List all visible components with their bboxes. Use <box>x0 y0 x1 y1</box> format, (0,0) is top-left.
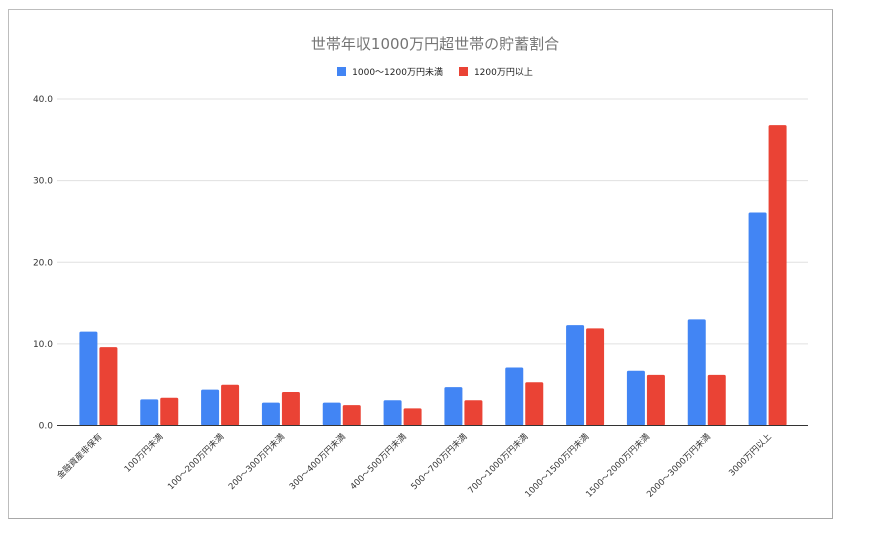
legend-swatch-blue <box>337 67 347 76</box>
bar-red[interactable] <box>342 405 361 426</box>
bar-blue[interactable] <box>79 331 98 426</box>
bar-blue[interactable] <box>201 389 220 426</box>
bars <box>79 125 787 426</box>
x-tick-label: 100万円未満 <box>122 431 166 475</box>
x-tick-label: 400～500万円未満 <box>348 431 409 492</box>
x-tick-label: 500～700万円未満 <box>409 431 470 492</box>
x-tick-label: 200～300万円未満 <box>226 431 287 492</box>
y-tick-label: 40.0 <box>33 95 53 105</box>
chart-legend: 1000～1200万円未満 1200万円以上 <box>0 65 870 78</box>
y-axis: 0.0 10.0 20.0 30.0 40.0 <box>33 95 53 432</box>
x-tick-label: 1000～1500万円未満 <box>523 431 592 500</box>
legend-item-series-2[interactable]: 1200万円以上 <box>458 65 533 78</box>
x-tick-label: 1500～2000万円未満 <box>584 431 653 500</box>
chart-frame <box>8 9 833 519</box>
bar-red[interactable] <box>464 400 483 426</box>
x-tick-label: 2000～3000万円未満 <box>644 431 713 500</box>
legend-item-series-1[interactable]: 1000～1200万円未満 <box>337 65 443 78</box>
bar-blue[interactable] <box>383 400 402 426</box>
bar-red[interactable] <box>768 125 787 426</box>
bar-red[interactable] <box>221 384 240 426</box>
y-tick-label: 0.0 <box>39 422 54 432</box>
bar-red[interactable] <box>403 408 422 426</box>
gridlines <box>57 98 808 345</box>
bar-blue[interactable] <box>322 402 341 426</box>
legend-swatch-red <box>458 67 468 76</box>
x-tick-label: 100～200万円未満 <box>165 431 226 492</box>
x-tick-label: 金融資産非保有 <box>55 431 105 481</box>
x-axis: 金融資産非保有 100万円未満 100～200万円未満 200～300万円未満 300～… <box>55 425 808 500</box>
bar-blue[interactable] <box>566 325 585 426</box>
x-tick-label: 300～400万円未満 <box>287 431 348 492</box>
chart-title: 世帯年収1000万円超世帯の貯蓄割合 <box>310 35 560 53</box>
legend-label: 1000～1200万円未満 <box>352 68 443 78</box>
x-tick-label: 3000万円以上 <box>727 432 774 479</box>
bar-blue[interactable] <box>748 212 767 426</box>
y-tick-label: 10.0 <box>33 340 53 350</box>
bar-blue[interactable] <box>626 370 645 426</box>
y-tick-label: 30.0 <box>33 177 53 187</box>
bar-blue[interactable] <box>140 399 159 426</box>
legend-label: 1200万円以上 <box>473 68 533 78</box>
bar-red[interactable] <box>707 374 726 426</box>
bar-red[interactable] <box>525 382 544 426</box>
bar-blue[interactable] <box>505 367 524 426</box>
bar-red[interactable] <box>160 397 179 426</box>
bar-blue[interactable] <box>444 387 463 426</box>
bar-blue[interactable] <box>687 319 706 426</box>
bar-red[interactable] <box>281 392 300 426</box>
bar-blue[interactable] <box>261 402 280 426</box>
bar-red[interactable] <box>99 347 118 426</box>
x-tick-label: 700～1000万円未満 <box>466 431 531 496</box>
bar-red[interactable] <box>586 328 605 426</box>
y-tick-label: 20.0 <box>33 258 53 268</box>
bar-red[interactable] <box>646 374 665 426</box>
